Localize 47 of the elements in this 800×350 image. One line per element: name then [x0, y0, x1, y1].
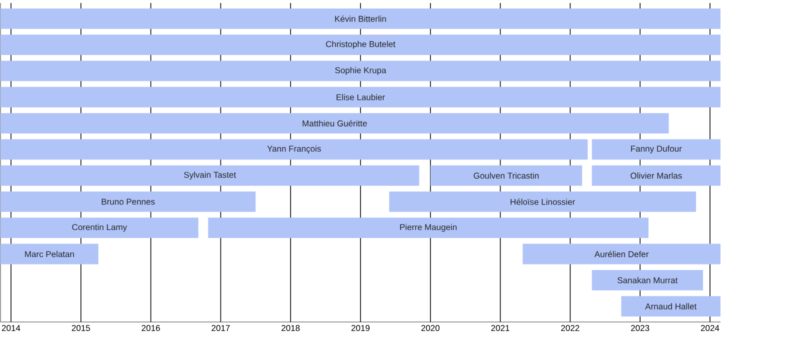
data-label: Elise Laubier	[336, 94, 385, 100]
data-label: Sylvain Tastet	[184, 172, 236, 180]
bar	[389, 192, 696, 212]
x-tick-label: 2015	[72, 325, 90, 332]
bar	[430, 165, 582, 186]
data-label: Pierre Maugein	[400, 224, 457, 232]
bar	[621, 296, 720, 316]
data-label: Corentin Lamy	[72, 224, 128, 232]
bar	[592, 165, 720, 186]
data-label: Christophe Butelet	[326, 40, 396, 49]
data-label: Aurélien Defer	[594, 250, 649, 258]
data-label: Sophie Krupa	[335, 67, 386, 75]
data-label: Héloïse Linossier	[510, 198, 576, 205]
bar	[0, 244, 98, 264]
x-tick-label: 2018	[282, 325, 300, 332]
bar	[0, 60, 720, 82]
data-label: Arnaud Hallet	[645, 303, 697, 310]
bar	[0, 218, 198, 238]
bar	[0, 86, 720, 108]
data-label: Kévin Bitterlin	[335, 16, 386, 22]
x-tick-label: 2019	[351, 325, 370, 332]
x-tick-label: 2016	[142, 325, 160, 332]
data-label: Yann François	[267, 145, 321, 154]
bar	[0, 165, 420, 186]
bar	[0, 34, 720, 56]
x-tick-label: 2014	[2, 325, 20, 332]
data-label: Goulven Tricastin	[474, 172, 539, 179]
bar	[0, 192, 256, 212]
bar	[0, 139, 588, 160]
data-label: Marc Pelatan	[25, 250, 74, 258]
bar	[592, 270, 704, 290]
bar	[592, 139, 720, 160]
x-tick-label: 2022	[561, 325, 580, 332]
bar	[0, 8, 720, 29]
bar	[0, 113, 669, 134]
data-label: Matthieu Guéritte	[302, 120, 367, 126]
data-label: Sanakan Murrat	[618, 277, 678, 284]
bar	[208, 218, 648, 238]
x-tick-label: 2023	[631, 325, 650, 332]
data-label: Fanny Dufour	[631, 145, 682, 154]
bar	[522, 244, 720, 264]
x-tick-label: 2017	[212, 325, 230, 332]
data-label: Bruno Pennes	[102, 198, 155, 205]
x-tick-label: 2020	[421, 325, 440, 332]
x-tick-label: 2024	[700, 325, 720, 332]
data-label: Olivier Marlas	[630, 172, 682, 179]
x-tick-label: 2021	[491, 325, 510, 332]
